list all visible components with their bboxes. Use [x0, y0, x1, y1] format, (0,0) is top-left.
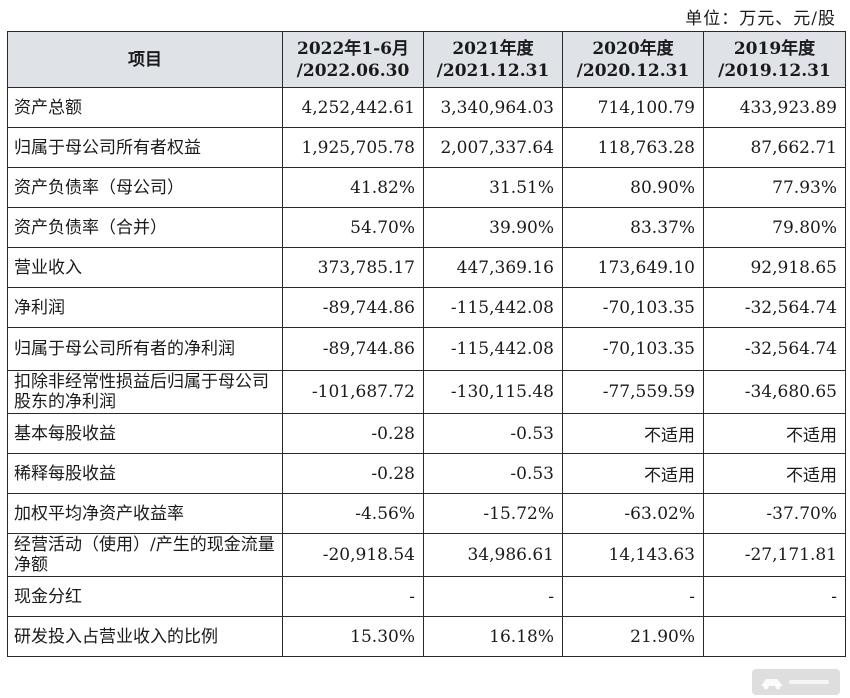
cell-value: -63.02%	[562, 493, 704, 534]
cell-value: -0.28	[282, 413, 424, 454]
table-row: 归属于母公司所有者的净利润 -89,744.86 -115,442.08 -70…	[7, 327, 846, 371]
cell-value: -	[423, 576, 563, 617]
financial-table: 项目 2022年1-6月/2022.06.30 2021年度/2021.12.3…	[7, 31, 846, 657]
cell-value: 不适用	[562, 453, 704, 494]
row-label: 现金分红	[7, 576, 283, 617]
cell-value: 54.70%	[282, 207, 424, 248]
cell-value: 不适用	[562, 413, 704, 454]
cell-value: 77.93%	[703, 167, 846, 208]
cell-value: -37.70%	[703, 493, 846, 534]
row-label: 加权平均净资产收益率	[7, 493, 283, 534]
cell-value: -	[703, 576, 846, 617]
cell-value: 1,925,705.78	[282, 127, 424, 168]
cell-value: -4.56%	[282, 493, 424, 534]
cell-value: -115,442.08	[423, 327, 563, 371]
row-label: 经营活动（使用）/产生的现金流量净额	[7, 533, 283, 577]
table-row: 归属于母公司所有者权益 1,925,705.78 2,007,337.64 11…	[7, 127, 846, 168]
cell-value: -115,442.08	[423, 287, 563, 328]
row-label: 净利润	[7, 287, 283, 328]
cell-value: 34,986.61	[423, 533, 563, 577]
table-row: 资产负债率（合并） 54.70% 39.90% 83.37% 79.80%	[7, 207, 846, 248]
cell-value: 80.90%	[562, 167, 704, 208]
cell-value: 373,785.17	[282, 247, 424, 288]
cell-value: 39.90%	[423, 207, 563, 248]
cell-value: 92,918.65	[703, 247, 846, 288]
cell-value: -0.53	[423, 413, 563, 454]
cell-value: 714,100.79	[562, 87, 704, 128]
cell-value: -77,559.59	[562, 370, 704, 414]
header-2021: 2021年度/2021.12.31	[423, 31, 563, 88]
table-row: 研发投入占营业收入的比例 15.30% 16.18% 21.90%	[7, 616, 846, 657]
cell-value: -89,744.86	[282, 287, 424, 328]
header-2019: 2019年度/2019.12.31	[703, 31, 846, 88]
table-row: 净利润 -89,744.86 -115,442.08 -70,103.35 -3…	[7, 287, 846, 328]
cell-value: -	[282, 576, 424, 617]
cell-value: 不适用	[703, 413, 846, 454]
cell-value: 83.37%	[562, 207, 704, 248]
row-label: 资产负债率（合并）	[7, 207, 283, 248]
car-logo-watermark-icon	[752, 669, 840, 695]
cell-value: -70,103.35	[562, 287, 704, 328]
cell-value: 433,923.89	[703, 87, 846, 128]
cell-value: -130,115.48	[423, 370, 563, 414]
header-2020: 2020年度/2020.12.31	[562, 31, 704, 88]
cell-value: -32,564.74	[703, 287, 846, 328]
table-row: 经营活动（使用）/产生的现金流量净额 -20,918.54 34,986.61 …	[7, 533, 846, 577]
cell-value: 447,369.16	[423, 247, 563, 288]
cell-value: 2,007,337.64	[423, 127, 563, 168]
cell-value: 21.90%	[562, 616, 704, 657]
unit-note: 单位：万元、元/股	[685, 9, 836, 29]
row-label: 归属于母公司所有者权益	[7, 127, 283, 168]
cell-value: -15.72%	[423, 493, 563, 534]
row-label: 扣除非经常性损益后归属于母公司股东的净利润	[7, 370, 283, 414]
table-row: 基本每股收益 -0.28 -0.53 不适用 不适用	[7, 413, 846, 454]
table-row: 稀释每股收益 -0.28 -0.53 不适用 不适用	[7, 453, 846, 494]
cell-value: 79.80%	[703, 207, 846, 248]
table-row: 资产总额 4,252,442.61 3,340,964.03 714,100.7…	[7, 87, 846, 128]
cell-value	[703, 616, 846, 657]
row-label: 研发投入占营业收入的比例	[7, 616, 283, 657]
cell-value: 173,649.10	[562, 247, 704, 288]
row-label: 稀释每股收益	[7, 453, 283, 494]
cell-value: 3,340,964.03	[423, 87, 563, 128]
cell-value: -89,744.86	[282, 327, 424, 371]
table-row: 资产负债率（母公司） 41.82% 31.51% 80.90% 77.93%	[7, 167, 846, 208]
table-row: 扣除非经常性损益后归属于母公司股东的净利润 -101,687.72 -130,1…	[7, 370, 846, 414]
table-row: 现金分红 - - - -	[7, 576, 846, 617]
cell-value: -20,918.54	[282, 533, 424, 577]
header-item: 项目	[7, 31, 283, 88]
row-label: 资产负债率（母公司）	[7, 167, 283, 208]
cell-value: -0.53	[423, 453, 563, 494]
row-label: 资产总额	[7, 87, 283, 128]
cell-value: 41.82%	[282, 167, 424, 208]
cell-value: 4,252,442.61	[282, 87, 424, 128]
table-row: 加权平均净资产收益率 -4.56% -15.72% -63.02% -37.70…	[7, 493, 846, 534]
cell-value: -101,687.72	[282, 370, 424, 414]
cell-value: -32,564.74	[703, 327, 846, 371]
cell-value: 不适用	[703, 453, 846, 494]
table-row: 营业收入 373,785.17 447,369.16 173,649.10 92…	[7, 247, 846, 288]
row-label: 归属于母公司所有者的净利润	[7, 327, 283, 371]
cell-value: 16.18%	[423, 616, 563, 657]
cell-value: -0.28	[282, 453, 424, 494]
cell-value: -70,103.35	[562, 327, 704, 371]
row-label: 营业收入	[7, 247, 283, 288]
header-2022h1: 2022年1-6月/2022.06.30	[282, 31, 424, 88]
cell-value: 87,662.71	[703, 127, 846, 168]
cell-value: 14,143.63	[562, 533, 704, 577]
cell-value: -27,171.81	[703, 533, 846, 577]
row-label: 基本每股收益	[7, 413, 283, 454]
cell-value: 118,763.28	[562, 127, 704, 168]
cell-value: -34,680.65	[703, 370, 846, 414]
cell-value: 31.51%	[423, 167, 563, 208]
cell-value: 15.30%	[282, 616, 424, 657]
cell-value: -	[562, 576, 704, 617]
header-row: 项目 2022年1-6月/2022.06.30 2021年度/2021.12.3…	[7, 31, 846, 88]
